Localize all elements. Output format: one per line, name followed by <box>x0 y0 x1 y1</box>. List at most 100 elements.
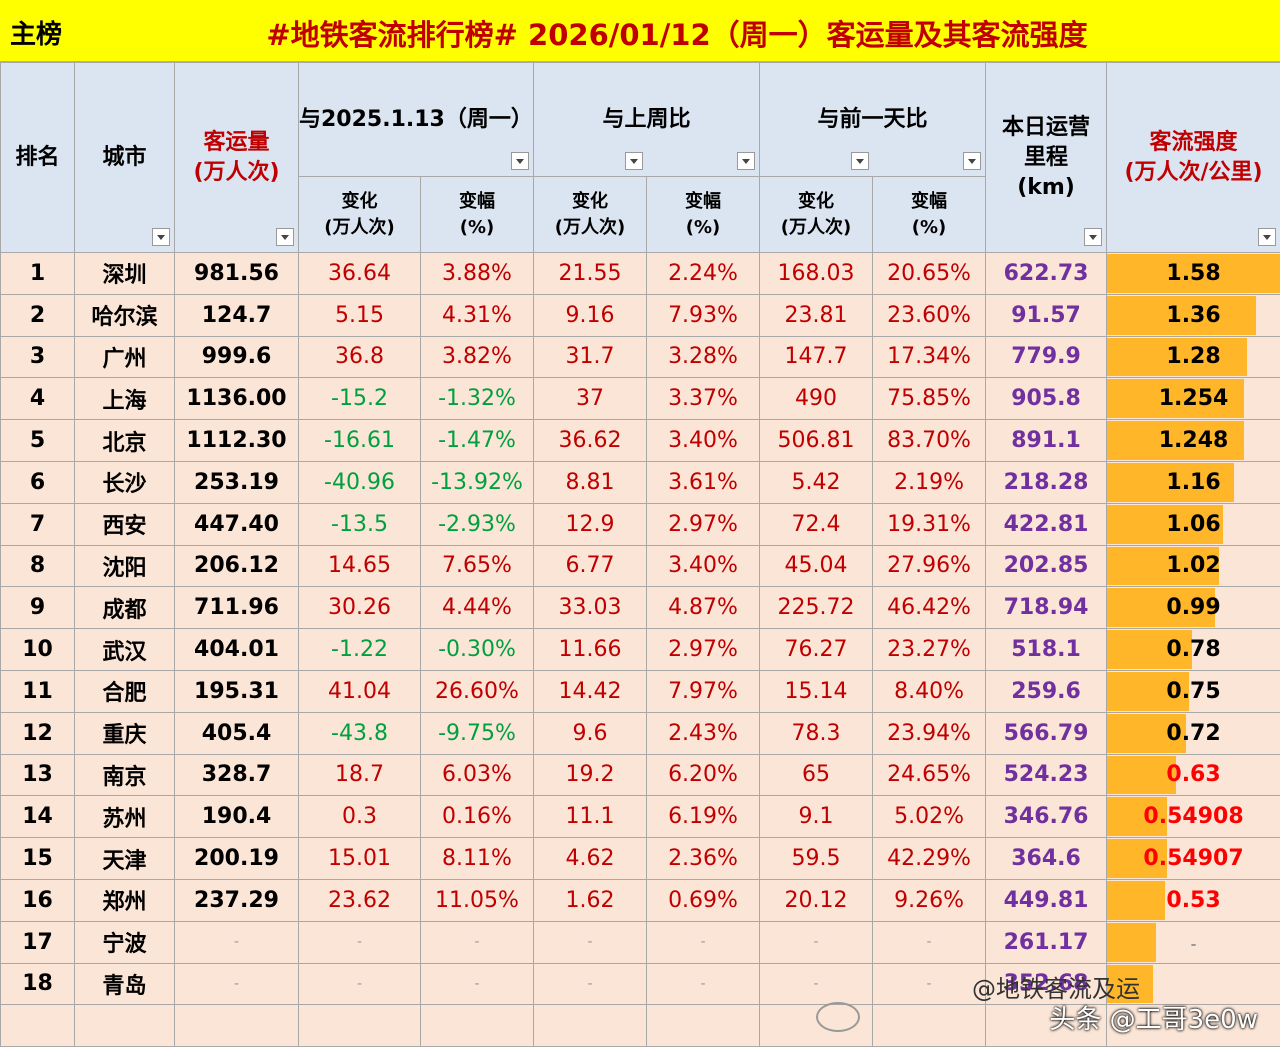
dod-change-cell: 490 <box>759 377 874 421</box>
volume-cell: 237.29 <box>174 878 299 922</box>
intensity-cell: 1.58 <box>1106 252 1280 295</box>
filter-dropdown-icon[interactable] <box>1258 228 1277 246</box>
table-row: 11 合肥 195.31 41.04 26.60% 14.42 7.97% 15.14 8.40… <box>0 669 1280 713</box>
filter-dropdown-icon[interactable] <box>625 152 644 170</box>
col-km[interactable]: 本日运营 里程 (km) <box>985 62 1108 253</box>
rank-cell: 10 <box>0 628 75 671</box>
wow-change-cell: 19.2 <box>533 753 647 797</box>
yoy-change-cell: -13.5 <box>298 502 421 546</box>
col-volume[interactable]: 客运量 (万人次) <box>174 62 299 253</box>
intensity-cell: 0.72 <box>1106 711 1280 755</box>
dod-change-cell: 168.03 <box>759 252 874 295</box>
yoy-pct-cell: 0.16% <box>420 795 534 839</box>
wow-pct-cell: 2.97% <box>645 628 761 671</box>
yoy-change-cell: 36.64 <box>298 252 421 295</box>
km-cell: 622.73 <box>985 252 1108 295</box>
intensity-cell: 1.28 <box>1106 335 1280 379</box>
col-dod-change: 变化 (万人次) <box>759 176 874 253</box>
rank-cell: 6 <box>0 460 75 504</box>
intensity-bar <box>1107 880 1166 920</box>
filter-dropdown-icon[interactable] <box>851 152 870 170</box>
table-row: 1 深圳 981.56 36.64 3.88% 21.55 2.24% 168.03 20.65… <box>0 252 1280 295</box>
intensity-value: 1.28 <box>1166 344 1221 370</box>
col-yoy-group[interactable]: 与2025.1.13（周一）比 <box>298 62 534 177</box>
col-dod-group[interactable]: 与前一天比 <box>759 62 987 177</box>
table-row: 12 重庆 405.4 -43.8 -9.75% 9.6 2.43% 78.3 23.94% 56… <box>0 711 1280 755</box>
dod-pct-cell: 75.85% <box>872 377 987 421</box>
yoy-change-cell: 15.01 <box>298 837 421 880</box>
yoy-change-cell: -15.2 <box>298 377 421 421</box>
km-cell: 422.81 <box>985 502 1108 546</box>
intensity-bar <box>1107 630 1193 669</box>
dod-pct-cell: 2.19% <box>872 460 987 504</box>
yoy-pct-cell: - <box>420 962 534 1006</box>
city-cell: 青岛 <box>74 962 175 1006</box>
dod-change-cell: 78.3 <box>759 711 874 755</box>
wow-change-cell: - <box>533 920 647 964</box>
wow-change-cell: 31.7 <box>533 335 647 379</box>
city-cell: 西安 <box>74 502 175 546</box>
city-cell: 北京 <box>74 419 175 462</box>
dod-pct-cell: - <box>872 962 987 1006</box>
empty-cell <box>74 1004 175 1048</box>
intensity-cell: 1.254 <box>1106 377 1280 421</box>
volume-cell: 447.40 <box>174 502 299 546</box>
filter-dropdown-icon[interactable] <box>276 228 294 246</box>
city-cell: 长沙 <box>74 460 175 504</box>
filter-dropdown-icon[interactable] <box>737 152 756 170</box>
yoy-pct-cell: 7.65% <box>420 544 534 588</box>
col-intensity[interactable]: 客流强度 (万人次/公里) <box>1106 62 1280 253</box>
dod-pct-cell: 23.60% <box>872 293 987 337</box>
table-row: 10 武汉 404.01 -1.22 -0.30% 11.66 2.97% 76.27 23.2… <box>0 628 1280 671</box>
yoy-change-cell: 0.3 <box>298 795 421 839</box>
col-wow-group[interactable]: 与上周比 <box>532 62 761 177</box>
intensity-cell: 1.06 <box>1106 502 1280 546</box>
intensity-cell: 0.78 <box>1106 628 1280 671</box>
volume-cell: 195.31 <box>174 669 299 713</box>
volume-cell: 404.01 <box>174 628 299 671</box>
km-cell: 518.1 <box>985 628 1108 671</box>
dod-pct-cell: 9.26% <box>872 878 987 922</box>
filter-dropdown-icon[interactable] <box>511 152 529 170</box>
yoy-pct-cell: -2.93% <box>420 502 534 546</box>
rank-cell: 15 <box>0 837 75 880</box>
table-row: 16 郑州 237.29 23.62 11.05% 1.62 0.69% 20.12 9.26%… <box>0 878 1280 922</box>
wow-change-cell: 37 <box>533 377 647 421</box>
dod-pct-cell: 20.65% <box>872 252 987 295</box>
table-row: 2 哈尔滨 124.7 5.15 4.31% 9.16 7.93% 23.81 23.60% 91… <box>0 293 1280 337</box>
dod-pct-cell: 24.65% <box>872 753 987 797</box>
wow-pct-cell: 3.40% <box>645 544 761 588</box>
intensity-value: 0.75 <box>1166 678 1221 704</box>
wow-change-cell: 9.16 <box>533 293 647 337</box>
filter-dropdown-icon[interactable] <box>152 228 170 246</box>
wow-pct-cell: 3.61% <box>645 460 761 504</box>
yoy-pct-cell: -1.47% <box>420 419 534 462</box>
km-cell: 346.76 <box>985 795 1108 839</box>
empty-cell <box>1106 1004 1280 1048</box>
wow-pct-cell: 2.97% <box>645 502 761 546</box>
wow-change-cell: 33.03 <box>533 586 647 630</box>
volume-cell: 405.4 <box>174 711 299 755</box>
rank-cell: 8 <box>0 544 75 588</box>
empty-row <box>0 1004 1280 1048</box>
filter-dropdown-icon[interactable] <box>963 152 982 170</box>
filter-dropdown-icon[interactable] <box>1084 228 1103 246</box>
rank-cell: 12 <box>0 711 75 755</box>
yoy-change-cell: 30.26 <box>298 586 421 630</box>
rank-cell: 3 <box>0 335 75 379</box>
wow-pct-cell: 2.24% <box>645 252 761 295</box>
wow-pct-cell: 7.93% <box>645 293 761 337</box>
wow-pct-cell: 2.36% <box>645 837 761 880</box>
rank-cell: 14 <box>0 795 75 839</box>
wow-pct-cell: 3.37% <box>645 377 761 421</box>
yoy-pct-cell: -0.30% <box>420 628 534 671</box>
empty-cell <box>645 1004 761 1048</box>
intensity-bar <box>1107 504 1224 544</box>
wow-change-cell: 12.9 <box>533 502 647 546</box>
rank-cell: 17 <box>0 920 75 964</box>
intensity-cell: 1.36 <box>1106 293 1280 337</box>
col-city[interactable]: 城市 <box>74 62 175 253</box>
city-cell: 深圳 <box>74 252 175 295</box>
yoy-pct-cell: 26.60% <box>420 669 534 713</box>
volume-cell: - <box>174 920 299 964</box>
